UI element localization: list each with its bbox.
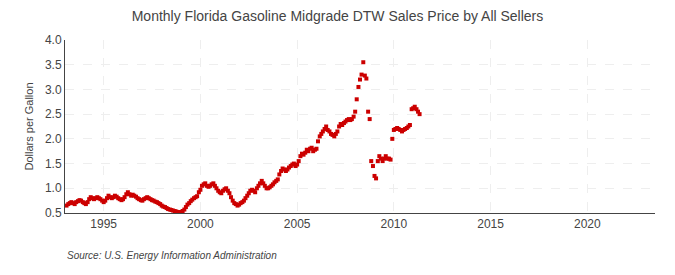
svg-text:1.0: 1.0	[45, 181, 62, 195]
svg-text:Source: U.S. Energy Informatio: Source: U.S. Energy Information Administ…	[67, 250, 277, 261]
svg-text:2010: 2010	[380, 217, 407, 231]
svg-text:Dollars per Gallon: Dollars per Gallon	[23, 82, 35, 170]
svg-text:1.5: 1.5	[45, 157, 62, 171]
svg-text:2.0: 2.0	[45, 132, 62, 146]
svg-text:0.5: 0.5	[45, 206, 62, 220]
svg-text:2000: 2000	[187, 217, 214, 231]
svg-text:3.0: 3.0	[45, 83, 62, 97]
svg-text:Monthly Florida Gasoline Midgr: Monthly Florida Gasoline Midgrade DTW Sa…	[132, 8, 544, 24]
svg-text:2015: 2015	[477, 217, 504, 231]
svg-text:2.5: 2.5	[45, 107, 62, 121]
svg-text:3.5: 3.5	[45, 58, 62, 72]
svg-text:2020: 2020	[574, 217, 601, 231]
svg-text:4.0: 4.0	[45, 33, 62, 47]
svg-text:1995: 1995	[90, 217, 117, 231]
svg-text:2005: 2005	[284, 217, 311, 231]
